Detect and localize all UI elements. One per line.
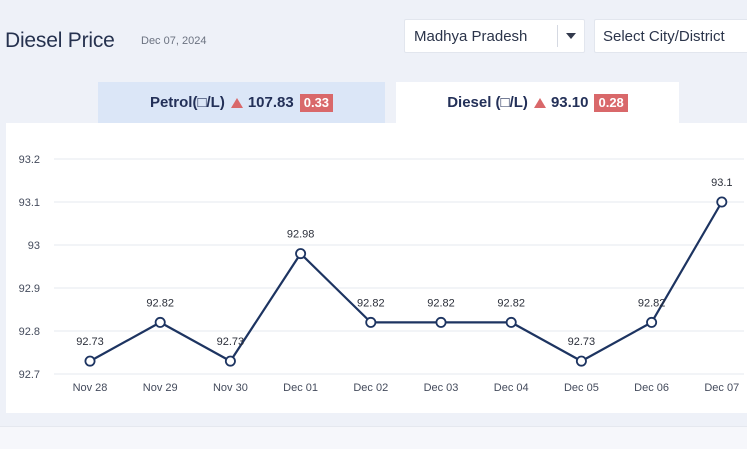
x-tick-label: Dec 07	[704, 382, 739, 394]
tab-petrol-change-badge: 0.33	[299, 93, 334, 112]
y-tick-label: 93.1	[19, 197, 40, 209]
state-select[interactable]: Madhya Pradesh	[404, 19, 585, 53]
data-point	[84, 355, 96, 367]
data-label: 92.73	[76, 336, 104, 348]
footer-strip	[0, 426, 747, 449]
data-point	[365, 316, 377, 328]
page-title: Diesel Price	[5, 29, 115, 52]
tab-diesel-price: 93.10	[550, 94, 589, 111]
data-point	[154, 316, 166, 328]
tab-petrol-price: 107.83	[247, 94, 294, 111]
data-label: 92.98	[287, 229, 315, 241]
price-up-icon	[533, 97, 546, 108]
tab-diesel[interactable]: Diesel (□/L) 93.10 0.28	[396, 82, 679, 123]
tab-petrol[interactable]: Petrol(□/L) 107.83 0.33	[98, 82, 385, 123]
x-tick-label: Nov 29	[143, 382, 178, 394]
x-tick-label: Dec 06	[634, 382, 669, 394]
data-point	[435, 316, 447, 328]
data-point	[575, 355, 587, 367]
data-label: 92.82	[638, 297, 666, 309]
y-tick-label: 92.7	[19, 369, 40, 381]
data-label: 92.82	[146, 297, 174, 309]
x-tick-label: Dec 04	[494, 382, 529, 394]
x-tick-label: Dec 02	[353, 382, 388, 394]
x-tick-label: Dec 01	[283, 382, 318, 394]
x-tick-label: Dec 03	[424, 382, 459, 394]
data-point	[505, 316, 517, 328]
data-label: 92.73	[217, 336, 245, 348]
data-point	[295, 248, 307, 260]
tab-diesel-label: Diesel (□/L)	[447, 94, 528, 111]
data-point	[646, 316, 658, 328]
select-separator	[557, 25, 558, 47]
data-label: 93.1	[711, 177, 732, 189]
data-label: 92.82	[497, 297, 525, 309]
data-label: 92.73	[568, 336, 596, 348]
x-tick-label: Nov 30	[213, 382, 248, 394]
x-tick-label: Dec 05	[564, 382, 599, 394]
series-line	[89, 201, 723, 363]
x-tick-label: Nov 28	[73, 382, 108, 394]
data-label: 92.82	[357, 297, 385, 309]
page-date: Dec 07, 2024	[141, 35, 207, 47]
page-header: Diesel Price Dec 07, 2024 Madhya Pradesh…	[0, 0, 747, 82]
data-point	[224, 355, 236, 367]
state-select-value: Madhya Pradesh	[414, 27, 528, 45]
price-line-chart: 92.7 92.8 92.9 93 93.1 93.2 Nov 28 Nov 29 Nov 30…	[19, 154, 744, 394]
tab-diesel-change-badge: 0.28	[594, 93, 628, 112]
y-tick-label: 93.2	[19, 154, 40, 166]
price-up-icon	[230, 97, 243, 108]
chevron-down-icon[interactable]	[558, 20, 584, 52]
data-label: 92.82	[427, 297, 455, 309]
price-chart-card: 92.7 92.8 92.9 93 93.1 93.2 Nov 28 Nov 29 Nov 30…	[6, 123, 747, 413]
y-tick-label: 92.9	[19, 283, 40, 295]
data-point	[716, 196, 728, 208]
tab-petrol-label: Petrol(□/L)	[149, 94, 225, 111]
y-tick-label: 93	[28, 240, 40, 252]
city-select[interactable]: Select City/District	[594, 19, 747, 53]
y-tick-label: 92.8	[19, 326, 40, 338]
